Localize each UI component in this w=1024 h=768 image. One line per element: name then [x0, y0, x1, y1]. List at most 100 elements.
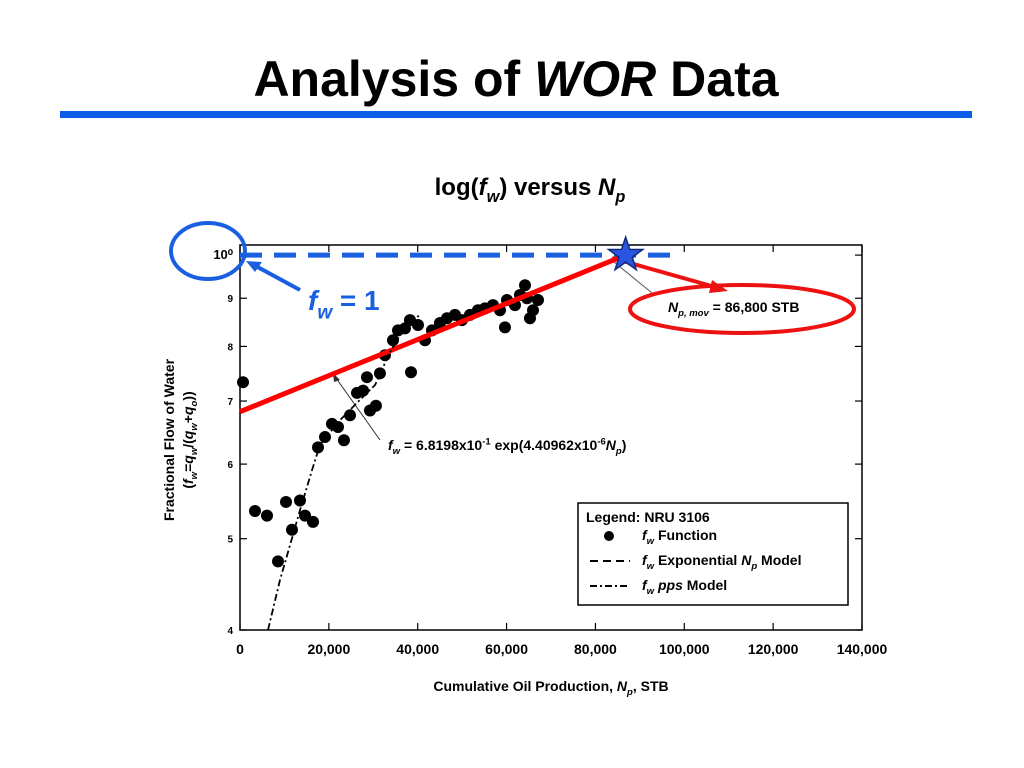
text-run: q — [180, 455, 196, 464]
data-point — [306, 515, 319, 528]
text-run: p — [615, 446, 622, 457]
data-point — [337, 434, 350, 447]
text-run: p, mov — [677, 308, 709, 319]
x-tick-label: 80,000 — [574, 641, 617, 657]
text-run: f — [642, 577, 648, 593]
legend-marker — [604, 531, 614, 541]
text-run: = 86,800 STB — [709, 299, 800, 315]
text-run: , STB — [633, 678, 669, 694]
text-run: f — [388, 437, 394, 453]
y-tick-label: 4 — [227, 626, 233, 637]
text-run: N — [668, 299, 679, 315]
text-run: WOR — [534, 51, 656, 107]
data-point — [411, 318, 424, 331]
data-point — [498, 321, 511, 334]
y-tick-label: 9 — [227, 294, 233, 305]
text-run: q — [180, 406, 196, 415]
data-point — [360, 371, 373, 384]
data-point — [311, 441, 324, 454]
data-point — [405, 366, 418, 379]
y-tick-label: 10⁰ — [213, 247, 233, 262]
data-point — [332, 420, 345, 433]
y-tick-label: 8 — [227, 342, 233, 353]
text-run: pps — [657, 577, 683, 593]
legend-title: Legend: NRU 3106 — [586, 509, 710, 525]
text-run: p — [626, 687, 633, 698]
highlight-circle — [169, 221, 247, 281]
text-run: -6 — [597, 436, 605, 447]
y-axis-label: Fractional Flow of Water — [161, 358, 177, 521]
x-tick-label: 40,000 — [396, 641, 439, 657]
legend-label: fw Function — [642, 527, 717, 547]
text-run: w — [317, 302, 333, 323]
data-point — [344, 409, 357, 422]
text-run: + — [180, 415, 196, 423]
x-axis-label: Cumulative Oil Production, Np, STB — [433, 678, 668, 698]
data-point — [236, 376, 249, 389]
model-label: fw = 6.8198x10-1 exp(4.40962x10-6Np) — [388, 436, 626, 457]
reference-label: fw = 1 — [308, 285, 380, 323]
y-tick-label: 5 — [227, 535, 233, 546]
x-tick-label: 0 — [236, 641, 244, 657]
np-mov-label: Np, mov = 86,800 STB — [668, 299, 799, 319]
text-run: Model — [757, 552, 801, 568]
text-run: N — [617, 678, 628, 694]
text-run: f — [479, 174, 489, 201]
text-run: exp(4.40962x10 — [491, 437, 598, 453]
text-run: q — [180, 430, 196, 439]
text-run: w — [189, 447, 200, 455]
leader-line — [613, 261, 653, 294]
text-run: Model — [683, 577, 727, 593]
text-run: ) — [622, 437, 627, 453]
text-run: w — [393, 446, 401, 457]
text-run: Exponential — [654, 552, 741, 568]
text-run: p — [614, 188, 625, 206]
text-run: -1 — [482, 436, 491, 447]
legend-label: fw pps Model — [642, 577, 727, 597]
text-run: w — [487, 188, 501, 206]
highlight-ellipse — [628, 283, 856, 335]
data-point — [280, 495, 293, 508]
data-point — [271, 555, 284, 568]
text-run: Data — [656, 51, 779, 107]
model-line — [239, 252, 627, 415]
text-run: w — [189, 423, 200, 431]
slide-title: Analysis of WOR Data — [253, 51, 779, 107]
data-point — [519, 279, 532, 292]
text-run: )) — [180, 391, 196, 400]
text-run: log( — [435, 174, 479, 201]
text-run: Fractional Flow of Water — [161, 358, 177, 521]
arrow-head — [709, 280, 728, 293]
y-tick-label: 6 — [227, 460, 233, 471]
x-tick-label: 60,000 — [485, 641, 528, 657]
x-tick-label: 100,000 — [659, 641, 710, 657]
text-run: f — [642, 552, 648, 568]
text-run: f — [308, 285, 320, 316]
text-run: = 1 — [332, 285, 379, 316]
text-run: f — [180, 478, 196, 484]
text-run: ( — [180, 484, 196, 489]
text-run: f — [642, 527, 648, 543]
text-run: ) versus — [499, 174, 598, 201]
text-run: w — [647, 536, 655, 547]
data-point — [527, 304, 540, 317]
x-tick-label: 140,000 — [837, 641, 888, 657]
text-run: N — [598, 174, 616, 201]
data-point — [369, 399, 382, 412]
title-rule — [60, 111, 972, 118]
text-run: Function — [654, 527, 717, 543]
text-run: w — [647, 561, 655, 572]
text-run: w — [647, 586, 655, 597]
data-point — [248, 505, 261, 518]
plot-frame — [239, 244, 863, 631]
star-marker — [606, 234, 646, 272]
y-axis-label: (fw=qw/(qw+qo)) — [180, 391, 200, 488]
data-point — [260, 509, 273, 522]
text-run: Analysis of — [253, 51, 534, 107]
legend-label: fw Exponential Np Model — [642, 552, 802, 572]
text-run: /( — [180, 439, 196, 448]
legend-box — [577, 502, 849, 606]
y-tick-label: 7 — [227, 397, 233, 408]
